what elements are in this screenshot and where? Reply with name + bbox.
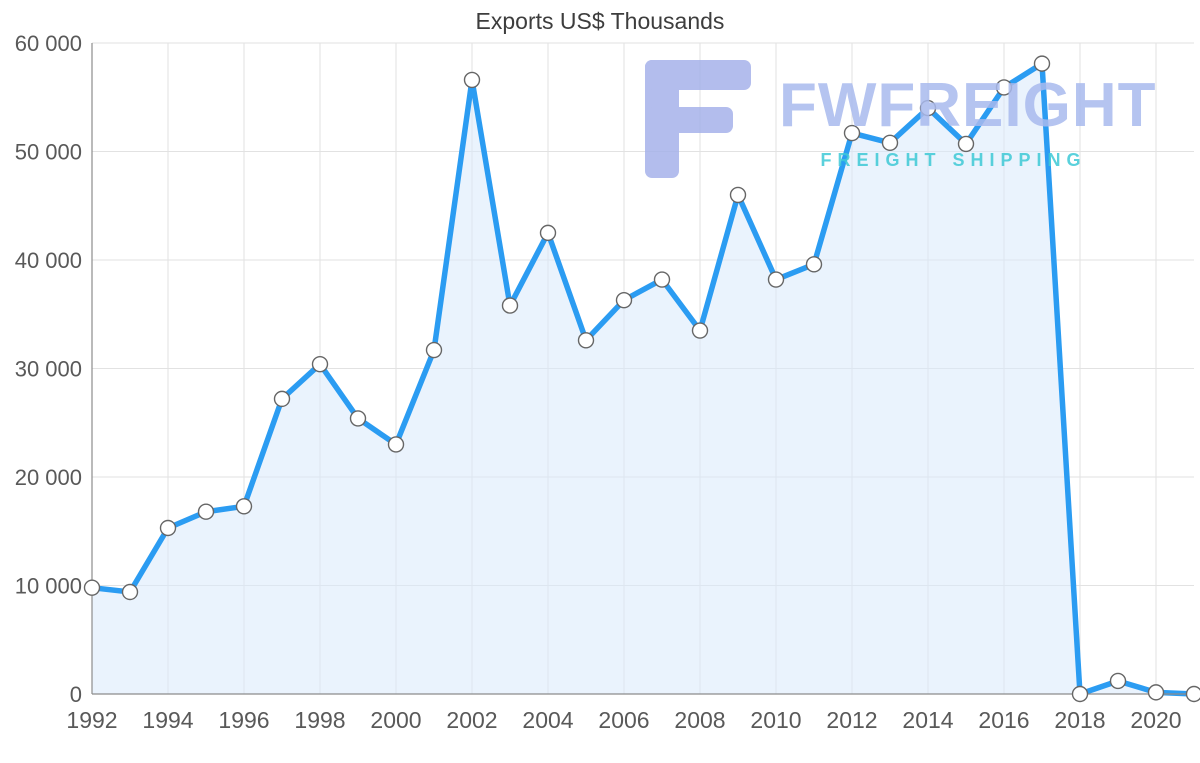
svg-text:40 000: 40 000 <box>15 248 82 273</box>
logo-text-block: FWFREIGHT FREIGHT SHIPPING <box>779 60 1157 171</box>
svg-text:1992: 1992 <box>66 707 117 733</box>
svg-text:2002: 2002 <box>446 707 497 733</box>
svg-text:2014: 2014 <box>902 707 953 733</box>
svg-text:2004: 2004 <box>522 707 573 733</box>
watermark-logo: FWFREIGHT FREIGHT SHIPPING <box>645 60 1157 180</box>
svg-text:0: 0 <box>70 682 82 707</box>
svg-text:60 000: 60 000 <box>15 31 82 56</box>
chart-title: Exports US$ Thousands <box>475 8 725 34</box>
svg-text:20 000: 20 000 <box>15 465 82 490</box>
svg-text:2020: 2020 <box>1130 707 1181 733</box>
logo-wordmark: FWFREIGHT <box>779 71 1157 140</box>
svg-text:1996: 1996 <box>218 707 269 733</box>
svg-text:10 000: 10 000 <box>15 574 82 599</box>
svg-text:2010: 2010 <box>750 707 801 733</box>
svg-text:2008: 2008 <box>674 707 725 733</box>
svg-text:30 000: 30 000 <box>15 357 82 382</box>
svg-text:1998: 1998 <box>294 707 345 733</box>
svg-text:1994: 1994 <box>142 707 193 733</box>
svg-text:2016: 2016 <box>978 707 1029 733</box>
freight-logo-icon <box>645 60 751 178</box>
svg-text:2000: 2000 <box>370 707 421 733</box>
svg-text:2018: 2018 <box>1054 707 1105 733</box>
svg-text:50 000: 50 000 <box>15 140 82 165</box>
svg-text:2012: 2012 <box>826 707 877 733</box>
svg-text:2006: 2006 <box>598 707 649 733</box>
logo-tagline: FREIGHT SHIPPING <box>820 150 1087 170</box>
